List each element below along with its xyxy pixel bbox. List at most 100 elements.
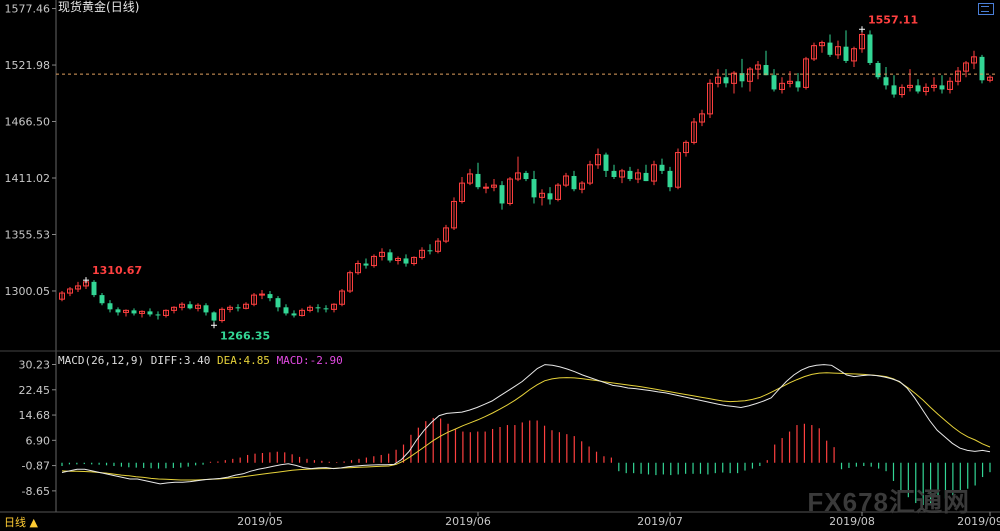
candle-body (683, 141, 689, 154)
period-tab[interactable]: 日线 ▲ (4, 516, 38, 529)
candle-body (779, 82, 785, 90)
candle-body (915, 85, 921, 92)
candle-body (459, 182, 465, 202)
extreme-label: 1266.35 (220, 329, 270, 342)
x-tick-label: 2019/06 (445, 515, 491, 528)
candle-body (131, 310, 137, 314)
candle-body (587, 164, 593, 184)
candle-body (883, 77, 889, 86)
candle-body (795, 81, 801, 88)
macd-tick-label: 6.90 (26, 434, 51, 447)
candle-body (843, 46, 849, 61)
candle-body (659, 164, 665, 171)
candle-body (739, 73, 745, 82)
candle-body (435, 240, 441, 252)
price-tick-label: 1577.46 (5, 3, 51, 16)
candle-body (475, 173, 481, 188)
x-tick-label: 2019/05 (237, 515, 283, 528)
candle-body (107, 303, 113, 310)
candle-body (195, 304, 201, 309)
candle-body (371, 255, 377, 267)
candle-body (731, 72, 737, 84)
candle-body (515, 172, 521, 180)
macd-tick-label: -8.65 (22, 485, 50, 498)
price-tick-label: 1411.02 (5, 172, 51, 185)
candle-body (347, 272, 353, 292)
candle-body (443, 227, 449, 242)
macd-dea: DEA:4.85 (216, 354, 270, 367)
candle-body (115, 309, 121, 313)
candle-body (923, 86, 929, 92)
candle-body (555, 184, 561, 200)
candle-body (963, 62, 969, 72)
candle-body (59, 292, 65, 300)
candle-body (387, 252, 393, 261)
candle-body (75, 285, 81, 290)
candle-body (227, 306, 233, 310)
candle-body (307, 306, 313, 311)
price-tick-label: 1300.05 (5, 285, 51, 298)
candle-body (267, 294, 273, 299)
candle-body (803, 58, 809, 88)
price-tick-label: 1521.98 (5, 59, 51, 72)
candle-body (979, 56, 985, 81)
candle-body (747, 68, 753, 82)
candle-body (363, 263, 369, 266)
candle-body (155, 314, 161, 316)
macd-tick-label: 30.23 (19, 359, 51, 372)
candle-body (355, 263, 361, 274)
candle-body (211, 312, 217, 321)
candle-body (411, 256, 417, 265)
dea-line (61, 372, 991, 481)
candle-body (203, 305, 209, 313)
macd-tick-label: 14.68 (19, 409, 51, 422)
candle-body (419, 249, 425, 258)
candle-body (859, 33, 865, 50)
candle-body (331, 303, 337, 310)
chart-title: 现货黄金(日线) (58, 0, 139, 15)
candle-body (323, 308, 329, 310)
candle-body (539, 192, 545, 198)
extreme-label: 1557.11 (868, 13, 918, 26)
candle-body (699, 113, 705, 123)
candle-body (531, 179, 537, 198)
candle-body (891, 85, 897, 95)
candle-body (235, 307, 241, 309)
diff-line (61, 364, 991, 485)
candle-body (595, 154, 601, 166)
candle-body (939, 85, 945, 90)
candle-body (147, 311, 153, 315)
candle-body (971, 56, 977, 64)
candle-body (611, 170, 617, 177)
candle-body (691, 121, 697, 143)
candle-body (251, 294, 257, 305)
window-icon[interactable] (978, 3, 994, 15)
candle-body (867, 34, 873, 63)
candle-body (931, 84, 937, 88)
candle-body (819, 42, 825, 47)
candle-body (67, 288, 73, 294)
candle-body (627, 170, 633, 180)
candle-body (579, 182, 585, 190)
candle-body (499, 185, 505, 204)
candle-body (507, 178, 513, 204)
candle-body (315, 307, 321, 309)
candle-body (635, 172, 641, 180)
candle-body (403, 258, 409, 264)
candle-body (771, 75, 777, 90)
candle-body (123, 309, 129, 313)
macd-diff: DIFF:3.40 (150, 354, 211, 367)
candle-body (851, 48, 857, 62)
macd-legend: MACD(26,12,9) DIFF:3.40 DEA:4.85 MACD:-2… (58, 354, 343, 367)
candle-body (603, 154, 609, 171)
candle-body (467, 173, 473, 184)
candle-body (275, 298, 281, 308)
candle-body (483, 186, 489, 189)
candle-body (651, 164, 657, 182)
candle-body (491, 184, 497, 188)
candle-body (219, 308, 225, 322)
x-tick-label: 2019/08 (829, 515, 875, 528)
candle-body (283, 307, 289, 314)
